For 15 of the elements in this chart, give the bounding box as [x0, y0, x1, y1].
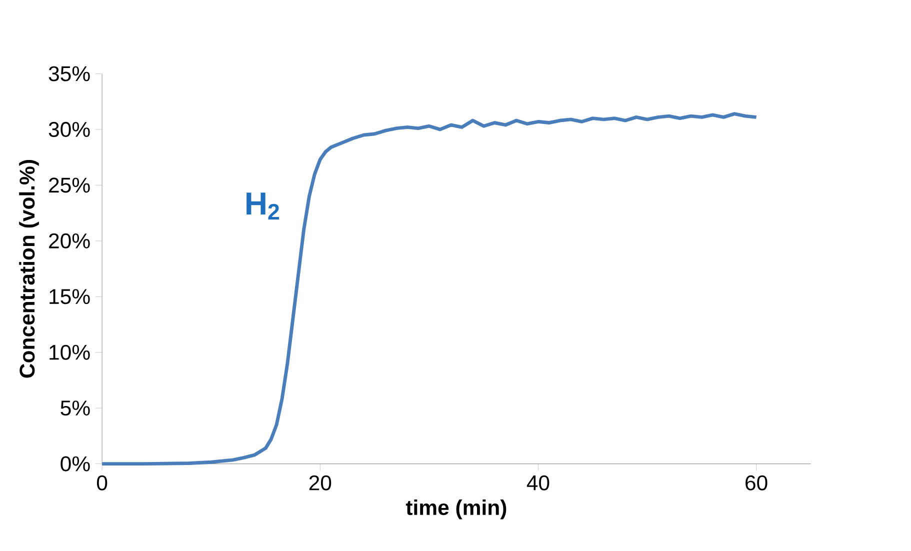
- series-label: H$_{2}$: [246, 192, 279, 220]
- x-tick-label: 40: [526, 475, 550, 490]
- y-tick-label: 35%: [48, 66, 90, 82]
- x-tick-label: 60: [746, 475, 768, 490]
- y-tick-label: 0%: [60, 456, 90, 472]
- y-tick-label: 5%: [60, 400, 90, 416]
- y-tick-label: 15%: [50, 289, 90, 304]
- y-axis-title: Concentration (vol.%): [19, 160, 39, 378]
- y-tick-label: 30%: [48, 122, 90, 138]
- x-axis-title: time (min): [406, 500, 506, 520]
- y-tick-label: 25%: [49, 178, 90, 193]
- y-tick-label: 10%: [50, 344, 90, 360]
- x-tick-label: 20: [309, 475, 332, 490]
- y-tick-label: 20%: [49, 234, 90, 249]
- x-tick-label: 0: [96, 475, 108, 490]
